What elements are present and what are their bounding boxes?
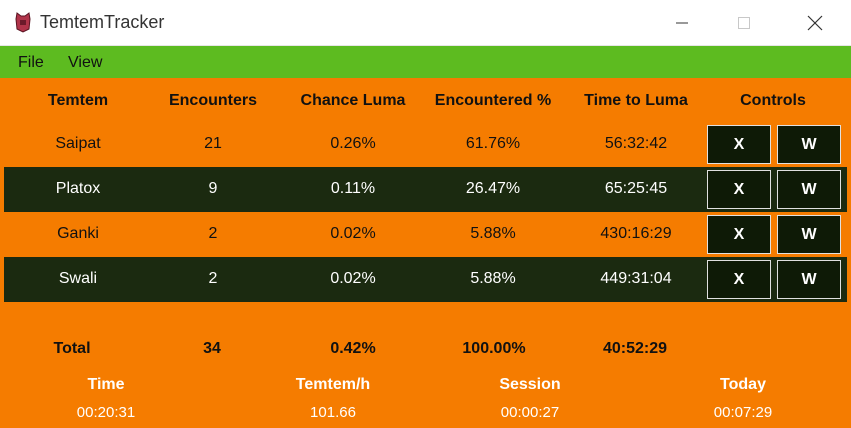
chance-luma-value: 0.02% xyxy=(330,270,376,287)
close-button[interactable] xyxy=(792,0,838,46)
header-chance-luma: Chance Luma xyxy=(300,92,406,109)
total-encountered-pct: 100.00% xyxy=(462,340,526,357)
table-row: Ganki 2 0.02% 5.88% 430:16:29 X W xyxy=(4,212,847,257)
remove-button[interactable]: X xyxy=(707,260,771,299)
minimize-icon xyxy=(676,22,688,24)
remove-button[interactable]: X xyxy=(707,215,771,254)
window-title: TemtemTracker xyxy=(40,12,165,32)
stat-temtem-per-hour-value: 101.66 xyxy=(310,404,356,421)
stat-session-label: Session xyxy=(499,376,561,393)
time-to-luma-value: 56:32:42 xyxy=(604,135,668,152)
close-icon xyxy=(807,15,823,31)
stat-today-label: Today xyxy=(720,376,766,393)
header-encountered-pct: Encountered % xyxy=(434,92,552,109)
header-controls: Controls xyxy=(740,92,806,109)
temtem-app-icon xyxy=(15,12,31,33)
window-button[interactable]: W xyxy=(777,260,841,299)
window-button[interactable]: W xyxy=(777,170,841,209)
window-button[interactable]: W xyxy=(777,215,841,254)
remove-button[interactable]: X xyxy=(707,170,771,209)
time-to-luma-value: 430:16:29 xyxy=(600,225,672,242)
encounters-value: 9 xyxy=(208,180,218,197)
total-label: Total xyxy=(53,340,91,357)
encountered-pct-value: 5.88% xyxy=(470,225,516,242)
temtem-name: Saipat xyxy=(55,135,101,152)
table-row: Swali 2 0.02% 5.88% 449:31:04 X W xyxy=(4,257,847,302)
menu-view[interactable]: View xyxy=(68,54,103,71)
encountered-pct-value: 26.47% xyxy=(465,180,521,197)
total-time-to-luma: 40:52:29 xyxy=(602,340,668,357)
temtem-name: Ganki xyxy=(57,225,99,242)
header-temtem: Temtem xyxy=(47,92,109,109)
stat-temtem-per-hour-label: Temtem/h xyxy=(295,376,371,393)
encounters-value: 2 xyxy=(208,225,218,242)
time-to-luma-value: 65:25:45 xyxy=(604,180,668,197)
total-encounters: 34 xyxy=(203,340,221,357)
chance-luma-value: 0.02% xyxy=(330,225,376,242)
chance-luma-value: 0.11% xyxy=(330,180,376,197)
stat-time-value: 00:20:31 xyxy=(76,404,136,421)
time-to-luma-value: 449:31:04 xyxy=(600,270,672,287)
header-time-to-luma: Time to Luma xyxy=(584,92,688,109)
encounters-value: 2 xyxy=(208,270,218,287)
table-row: Platox 9 0.11% 26.47% 65:25:45 X W xyxy=(4,167,847,212)
window-button[interactable]: W xyxy=(777,125,841,164)
title-bar: TemtemTracker xyxy=(0,0,851,46)
menu-file[interactable]: File xyxy=(18,54,44,71)
total-chance-luma: 0.42% xyxy=(330,340,376,357)
header-encounters: Encounters xyxy=(168,92,257,109)
chance-luma-value: 0.26% xyxy=(330,135,376,152)
maximize-icon xyxy=(738,17,750,29)
temtem-name: Platox xyxy=(55,180,101,197)
table-row: Saipat 21 0.26% 61.76% 56:32:42 X W xyxy=(4,122,847,167)
stat-time-label: Time xyxy=(87,376,125,393)
menu-bar: File View xyxy=(0,46,851,78)
stat-today-value: 00:07:29 xyxy=(713,404,773,421)
minimize-button[interactable] xyxy=(659,0,705,46)
remove-button[interactable]: X xyxy=(707,125,771,164)
encountered-pct-value: 5.88% xyxy=(470,270,516,287)
encountered-pct-value: 61.76% xyxy=(465,135,521,152)
maximize-button[interactable] xyxy=(721,0,767,46)
encounters-value: 21 xyxy=(204,135,222,152)
stat-session-value: 00:00:27 xyxy=(500,404,560,421)
temtem-name: Swali xyxy=(58,270,98,287)
